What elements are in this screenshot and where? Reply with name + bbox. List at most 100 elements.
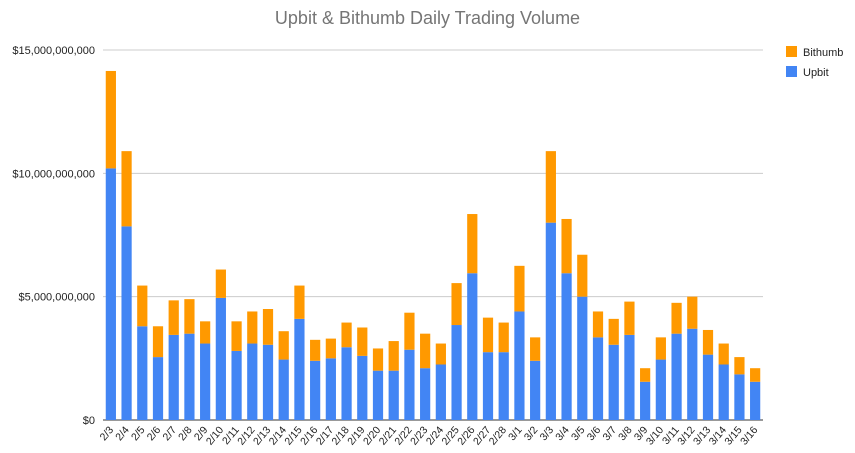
- bar-upbit-2-18: [341, 347, 352, 420]
- bar-bithumb-3-5: [577, 254, 588, 297]
- bar-upbit-2-11: [231, 350, 242, 420]
- bar-bithumb-2-9: [200, 321, 211, 344]
- bar-bithumb-2-22: [404, 312, 415, 350]
- bar-upbit-3-5: [577, 296, 588, 420]
- legend-swatch-upbit: [786, 66, 797, 77]
- chart-title: Upbit & Bithumb Daily Trading Volume: [274, 8, 581, 28]
- bar-bithumb-3-4: [561, 218, 572, 274]
- bar-bithumb-2-14: [278, 331, 289, 360]
- bar-upbit-3-3: [545, 222, 556, 420]
- x-tick-label: 2/7: [160, 424, 179, 443]
- bar-upbit-3-11: [671, 333, 682, 420]
- bar-bithumb-3-7: [608, 318, 619, 345]
- bar-bithumb-3-6: [592, 311, 604, 338]
- bar-bithumb-3-1: [514, 265, 525, 312]
- bar-bithumb-2-18: [341, 322, 352, 348]
- y-axis-ticks: $0 $5,000,000,000 $10,000,000,000 $15,000,0…: [12, 45, 95, 427]
- bar-bithumb-3-13: [702, 329, 714, 355]
- x-tick-label: 3/4: [553, 424, 572, 443]
- bar-bithumb-2-15: [294, 285, 305, 319]
- bar-upbit-3-13: [702, 354, 714, 420]
- bar-upbit-3-9: [640, 381, 651, 420]
- y-tick-label: $10,000,000,000: [12, 168, 95, 180]
- bar-bithumb-2-26: [467, 214, 478, 274]
- bar-bithumb-3-8: [624, 301, 635, 335]
- bar-bithumb-2-6: [152, 326, 164, 358]
- x-tick-label: 3/5: [569, 424, 588, 443]
- bar-upbit-2-3: [105, 168, 116, 420]
- x-tick-label: 3/8: [616, 424, 635, 443]
- bar-bithumb-2-16: [310, 339, 321, 361]
- bar-upbit-3-14: [718, 364, 729, 420]
- bar-upbit-2-8: [184, 333, 195, 420]
- bar-upbit-3-8: [624, 334, 635, 420]
- x-tick-label: 3/2: [522, 424, 541, 443]
- bar-bithumb-2-27: [482, 317, 494, 353]
- bar-bithumb-2-24: [435, 343, 446, 365]
- bar-upbit-3-1: [514, 311, 525, 420]
- bar-upbit-2-12: [247, 343, 258, 420]
- bar-upbit-2-20: [372, 370, 384, 420]
- y-tick-label: $15,000,000,000: [12, 45, 95, 57]
- bar-upbit-2-16: [310, 360, 321, 420]
- bar-bithumb-2-28: [498, 322, 509, 353]
- grid-lines: [103, 49, 763, 421]
- bar-bithumb-2-23: [420, 333, 431, 369]
- x-tick-label: 2/4: [113, 424, 132, 443]
- bar-upbit-2-23: [420, 368, 431, 420]
- bar-upbit-2-21: [388, 370, 399, 420]
- bar-bithumb-2-4: [121, 151, 132, 227]
- bar-bithumb-2-21: [388, 341, 399, 371]
- bar-bithumb-2-20: [372, 348, 384, 371]
- legend-label-bithumb: Bithumb: [803, 47, 843, 59]
- bar-upbit-3-6: [592, 337, 604, 420]
- bar-upbit-2-17: [325, 358, 336, 420]
- legend-label-upbit: Upbit: [803, 67, 829, 79]
- bar-upbit-2-22: [404, 349, 415, 420]
- bar-upbit-3-4: [561, 273, 572, 420]
- bar-bithumb-3-14: [718, 343, 729, 365]
- x-tick-label: 3/16: [738, 424, 760, 447]
- bar-upbit-2-14: [278, 359, 289, 420]
- bar-bithumb-2-5: [137, 285, 148, 327]
- bar-upbit-2-10: [215, 297, 226, 420]
- x-tick-label: 3/3: [538, 424, 557, 443]
- bar-upbit-3-16: [750, 381, 761, 420]
- bar-bithumb-2-13: [262, 309, 274, 345]
- x-axis-ticks: 2/32/42/52/62/72/82/92/102/112/122/132/1…: [98, 424, 761, 447]
- bar-upbit-2-26: [467, 273, 478, 420]
- bar-upbit-3-2: [530, 360, 541, 420]
- bar-upbit-2-27: [482, 352, 494, 420]
- bar-upbit-2-28: [498, 352, 509, 420]
- bar-upbit-2-24: [435, 364, 446, 420]
- bar-upbit-2-15: [294, 318, 305, 420]
- bar-upbit-2-9: [200, 343, 211, 420]
- bar-upbit-2-13: [262, 344, 274, 420]
- bar-upbit-3-12: [687, 328, 698, 420]
- bar-bithumb-2-17: [325, 338, 336, 359]
- x-tick-label: 2/6: [145, 424, 164, 443]
- bar-bithumb-3-16: [750, 368, 761, 382]
- bar-bithumb-2-8: [184, 299, 195, 334]
- bar-bithumb-3-3: [545, 151, 556, 223]
- bar-bithumb-3-10: [655, 337, 666, 360]
- bar-upbit-3-10: [655, 359, 666, 420]
- bar-bithumb-2-11: [231, 321, 242, 351]
- bar-bithumb-2-3: [105, 70, 116, 169]
- bar-upbit-2-5: [137, 326, 148, 420]
- legend: Bithumb Upbit: [786, 46, 843, 79]
- bar-bithumb-3-9: [640, 368, 651, 382]
- y-tick-label: $5,000,000,000: [19, 292, 95, 304]
- bar-bithumb-2-12: [247, 311, 258, 344]
- bar-bithumb-2-7: [168, 300, 179, 335]
- x-tick-label: 2/8: [176, 424, 195, 443]
- x-tick-label: 2/5: [129, 424, 148, 443]
- legend-swatch-bithumb: [786, 46, 797, 57]
- bar-upbit-3-15: [734, 374, 745, 420]
- bar-upbit-2-4: [121, 226, 132, 420]
- bar-upbit-2-7: [168, 334, 179, 420]
- bar-bithumb-3-12: [687, 296, 698, 329]
- bar-bithumb-2-19: [357, 327, 368, 356]
